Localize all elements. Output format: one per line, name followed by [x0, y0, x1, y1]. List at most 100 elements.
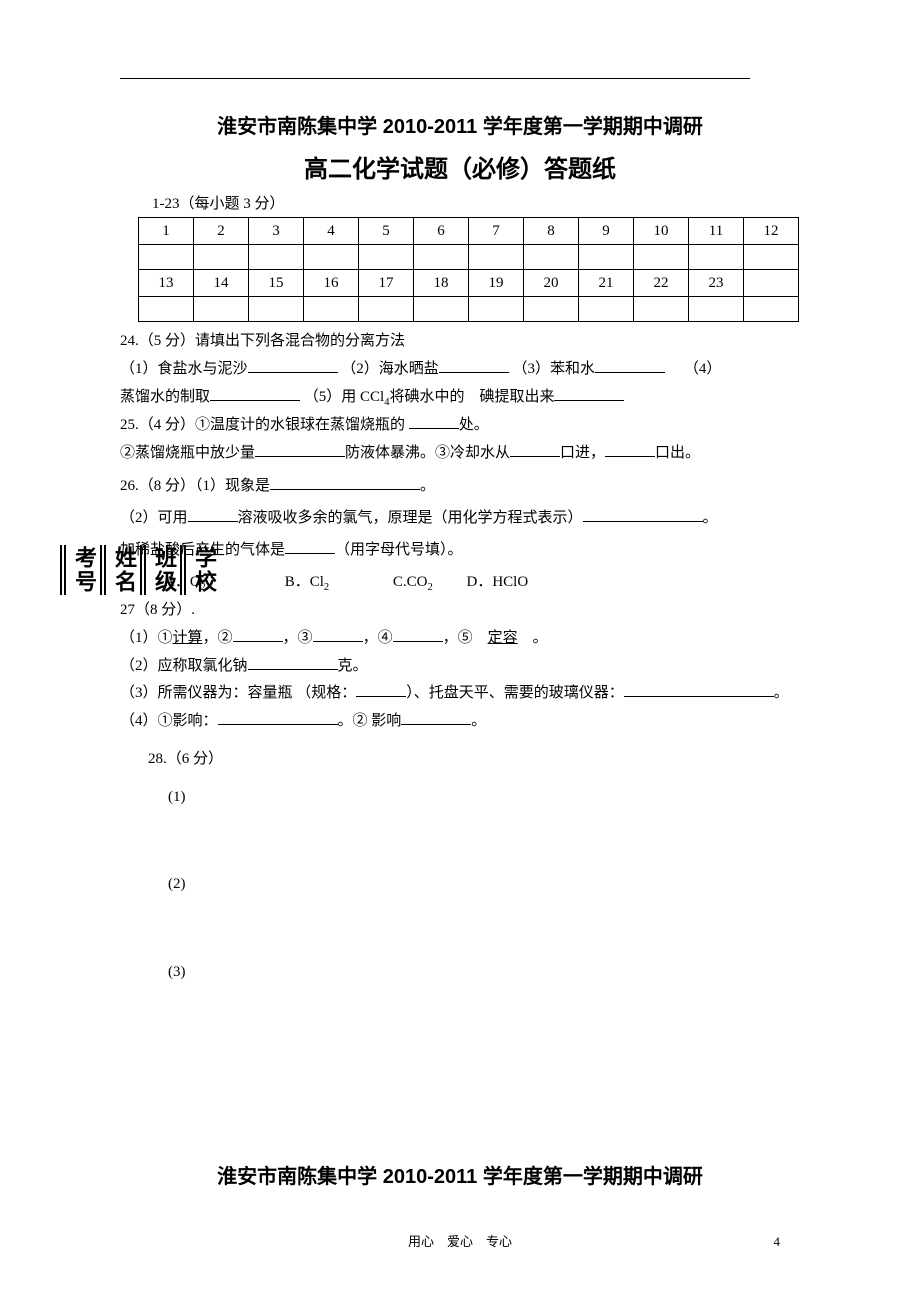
blank[interactable]: [605, 441, 655, 457]
blank[interactable]: [401, 709, 471, 725]
answer-cell[interactable]: [634, 297, 689, 322]
q24-line2: 蒸馏水的制取 （5）用 CCl4将碘水中的 碘提取出来: [120, 384, 800, 412]
q24-distill: 蒸馏水的制取: [120, 389, 210, 405]
blank[interactable]: [624, 681, 774, 697]
cell: 5: [359, 218, 414, 245]
q25-2a: ②蒸馏烧瓶中放少量: [120, 445, 255, 461]
q26-2b: 溶液吸收多余的氯气，原理是（用化学方程式表示）: [238, 510, 583, 526]
blank[interactable]: [188, 506, 238, 522]
blank[interactable]: [248, 357, 338, 373]
blank[interactable]: [218, 709, 338, 725]
answer-cell[interactable]: [249, 297, 304, 322]
cell: 20: [524, 270, 579, 297]
q27-2a: （2）应称取氯化钠: [120, 658, 248, 674]
opt-d: D．HClO: [467, 574, 529, 590]
blank[interactable]: [554, 385, 624, 401]
answer-cell[interactable]: [579, 297, 634, 322]
answer-cell[interactable]: [579, 245, 634, 270]
q28-2: (2): [168, 871, 800, 899]
answer-cell[interactable]: [469, 245, 524, 270]
cell: 6: [414, 218, 469, 245]
q27-1tail: 。: [518, 630, 548, 646]
page-subtitle: 高二化学试题（必修）答题纸: [120, 149, 800, 184]
questions-body: 24.（5 分）请填出下列各混合物的分离方法 （1）食盐水与泥沙 （2）海水晒盐…: [120, 328, 800, 987]
opt-a: A．O: [164, 574, 201, 590]
q27-head: 27（8 分）.: [120, 597, 800, 625]
cell: 13: [139, 270, 194, 297]
answer-cell[interactable]: [304, 245, 359, 270]
q28-head: 28.（6 分）: [148, 746, 800, 774]
q24-5a: （5）用 CCl: [304, 389, 384, 405]
answer-cell[interactable]: [469, 297, 524, 322]
cell: 18: [414, 270, 469, 297]
cell: 14: [194, 270, 249, 297]
answer-cell[interactable]: [249, 245, 304, 270]
q27-3b: ）、托盘天平、需要的玻璃仪器：: [406, 685, 624, 701]
q27-calc: 计算: [173, 630, 203, 646]
cell: 10: [634, 218, 689, 245]
answer-cell[interactable]: [744, 297, 799, 322]
scoring-note: 1-23（每小题 3 分）: [152, 192, 800, 213]
answer-cell[interactable]: [194, 297, 249, 322]
blank-line: [64, 545, 68, 595]
q27-line4: （4）①影响：。② 影响。: [120, 708, 800, 736]
answer-cell[interactable]: [634, 245, 689, 270]
q26-3: 加稀盐酸后产生的气体是: [120, 542, 285, 558]
answer-cell[interactable]: [414, 297, 469, 322]
blank[interactable]: [233, 626, 283, 642]
q26-line1: 26.（8 分）（1）现象是。: [120, 473, 800, 501]
blank[interactable]: [210, 385, 300, 401]
cell: 22: [634, 270, 689, 297]
answer-cell[interactable]: [744, 245, 799, 270]
blank[interactable]: [285, 538, 335, 554]
q27-4b: 。② 影响: [338, 713, 402, 729]
blank[interactable]: [409, 413, 459, 429]
table-row: 1 2 3 4 5 6 7 8 9 10 11 12: [139, 218, 799, 245]
cell: 1: [139, 218, 194, 245]
cell: 19: [469, 270, 524, 297]
q25-2b: 防液体暴沸。③冷却水从: [345, 445, 510, 461]
answer-cell[interactable]: [414, 245, 469, 270]
table-row-blank: [139, 245, 799, 270]
cell: 23: [689, 270, 744, 297]
opt-c: C.CO: [393, 574, 428, 590]
period: 。: [774, 685, 789, 701]
q24-3: （3）苯和水: [513, 361, 596, 377]
q24-4: （4）: [684, 361, 722, 377]
blank[interactable]: [255, 441, 345, 457]
cell: 17: [359, 270, 414, 297]
blank[interactable]: [393, 626, 443, 642]
answer-cell[interactable]: [359, 245, 414, 270]
answer-cell[interactable]: [689, 245, 744, 270]
q28-1: (1): [168, 784, 800, 812]
cell: 15: [249, 270, 304, 297]
answer-cell[interactable]: [359, 297, 414, 322]
q24-5b: 将碘水中的 碘提取出来: [389, 389, 554, 405]
answer-cell[interactable]: [304, 297, 359, 322]
sub: 2: [324, 582, 329, 593]
answer-cell[interactable]: [689, 297, 744, 322]
cell: 12: [744, 218, 799, 245]
blank[interactable]: [270, 474, 420, 490]
blank[interactable]: [248, 654, 338, 670]
blank-line: [104, 545, 108, 595]
blank[interactable]: [439, 357, 509, 373]
blank[interactable]: [510, 441, 560, 457]
answer-cell[interactable]: [194, 245, 249, 270]
sub: 2: [201, 582, 206, 593]
cell: [744, 270, 799, 297]
page-title: 淮安市南陈集中学 2010-2011 学年度第一学期期中调研: [120, 110, 800, 139]
answer-cell[interactable]: [524, 297, 579, 322]
table-row-blank: [139, 297, 799, 322]
blank[interactable]: [356, 681, 406, 697]
blank[interactable]: [313, 626, 363, 642]
q27-line1: （1）①计算，②，③，④，⑤ 定容 。: [120, 625, 800, 653]
blank[interactable]: [583, 506, 703, 522]
q24-2: （2）海水晒盐: [341, 361, 439, 377]
q25-2d: 口出。: [655, 445, 700, 461]
blank[interactable]: [595, 357, 665, 373]
answer-cell[interactable]: [139, 245, 194, 270]
top-horizontal-rule: [120, 78, 750, 79]
answer-cell[interactable]: [524, 245, 579, 270]
answer-cell[interactable]: [139, 297, 194, 322]
